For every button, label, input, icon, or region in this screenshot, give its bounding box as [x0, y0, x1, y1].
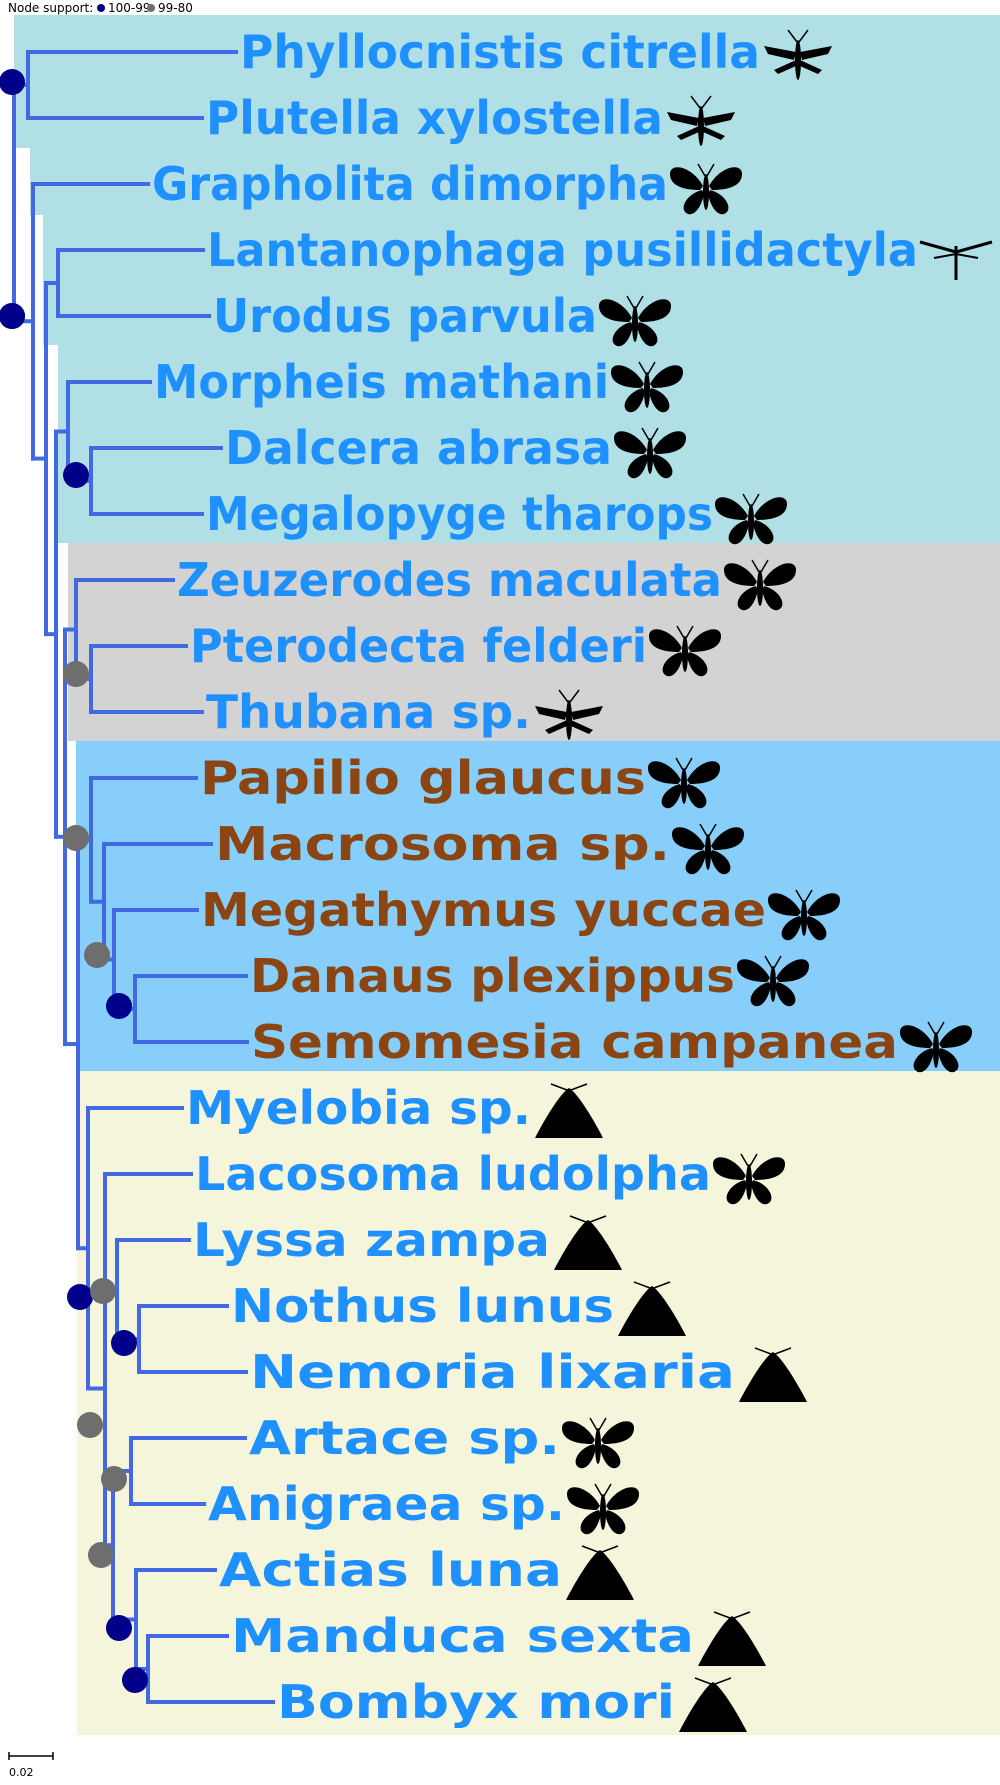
moth-icon	[670, 163, 742, 215]
clade-background-cyan	[14, 15, 1000, 543]
node-manduca-bombyx-support-marker	[122, 1667, 148, 1693]
moth-icon	[562, 1417, 634, 1469]
node-macroheterocera-support-marker	[67, 1284, 93, 1310]
moth-icon	[724, 559, 796, 611]
moth-resting-icon	[739, 1347, 807, 1402]
moth-resting-icon	[679, 1677, 747, 1732]
moth-resting-icon	[554, 1215, 622, 1270]
taxon-label: Thubana sp.	[206, 685, 531, 739]
taxon-label: Semomesia campanea	[251, 1015, 898, 1069]
legend-dot-strong	[97, 4, 105, 12]
moth-slender-icon	[535, 689, 603, 740]
taxon-label: Lantanophaga pusillidactyla	[207, 223, 918, 277]
scale-bar: 0.02	[8, 1752, 54, 1779]
butterfly-icon	[737, 955, 809, 1007]
taxon-label: Actias luna	[219, 1543, 562, 1597]
node-megathymus-danaus-semomesia-support-marker	[84, 942, 110, 968]
panel-notch	[14, 148, 30, 543]
taxon-label: Macrosoma sp.	[215, 817, 670, 871]
node-lantanophaga-urodus-support-marker	[0, 303, 25, 329]
moth-resting-icon	[535, 1083, 603, 1138]
taxon-label: Plutella xylostella	[206, 91, 663, 145]
moth-resting-icon	[698, 1611, 766, 1666]
node-dalcera-megalopyge-support-marker	[63, 462, 89, 488]
moth-icon	[715, 493, 787, 545]
taxon-label: Bombyx mori	[277, 1675, 675, 1729]
taxon-label: Lacosoma ludolpha	[195, 1147, 711, 1201]
moth-icon	[599, 295, 671, 347]
butterfly-icon	[648, 757, 720, 809]
taxon-label: Megalopyge tharops	[206, 487, 713, 541]
node-support-markers	[0, 69, 148, 1693]
taxon-label: Phyllocnistis citrella	[240, 25, 760, 79]
node-danaus-semomesia-support-marker	[106, 993, 132, 1019]
node-nothus-nemoria-support-marker	[111, 1330, 137, 1356]
taxon-label: Artace sp.	[249, 1411, 560, 1465]
node-artace-anigraea-support-marker	[101, 1466, 127, 1492]
butterfly-icon	[900, 1021, 972, 1073]
node-butterflies-support-marker	[63, 825, 89, 851]
node-phyllocnistis-plutella-support-marker	[0, 69, 25, 95]
taxon-label: Manduca sexta	[231, 1609, 694, 1663]
tree-branches	[12, 50, 275, 1704]
clade-background-lightblue	[76, 741, 1000, 1071]
taxon-label: Pterodecta felderi	[190, 619, 647, 673]
taxon-label: Danaus plexippus	[250, 949, 735, 1003]
taxon-label: Grapholita dimorpha	[152, 157, 668, 211]
taxon-label: Urodus parvula	[213, 289, 597, 343]
moth-slender-icon	[764, 29, 832, 80]
legend: Node support: 100-99 99-80	[8, 1, 193, 15]
butterfly-icon	[768, 889, 840, 941]
node-pterodecta-thubana-support-marker	[63, 661, 89, 687]
taxon-label: Morpheis mathani	[154, 355, 609, 409]
node-actias-manduca-bombyx-support-marker	[106, 1615, 132, 1641]
taxon-label: Megathymus yuccae	[201, 883, 766, 937]
taxon-label: Dalcera abrasa	[225, 421, 612, 475]
moth-icon	[649, 625, 721, 677]
taxon-label: Nemoria lixaria	[250, 1345, 735, 1399]
moth-icon	[567, 1483, 639, 1535]
node-lacosoma-group-support-marker	[90, 1278, 116, 1304]
plume-moth-icon	[919, 240, 993, 280]
taxon-label: Nothus lunus	[231, 1279, 614, 1333]
clade-background-gray	[68, 543, 1000, 741]
clade-background-beige	[77, 1071, 1000, 1735]
moth-icon	[614, 427, 686, 479]
moth-icon	[611, 361, 683, 413]
node-actias-group-support-marker	[88, 1542, 114, 1568]
node-bombycoid-group-support-marker	[77, 1412, 103, 1438]
taxon-label: Zeuzerodes maculata	[177, 553, 722, 607]
legend-title: Node support:	[8, 1, 93, 15]
taxon-labels: Phyllocnistis citrella Plutella xylostell…	[152, 25, 918, 1729]
legend-dot-moderate	[147, 4, 155, 12]
taxon-silhouettes	[535, 29, 993, 1732]
taxon-label: Lyssa zampa	[193, 1213, 550, 1267]
butterfly-icon	[672, 823, 744, 875]
moth-slender-icon	[667, 95, 735, 146]
taxon-label: Papilio glaucus	[200, 751, 646, 805]
legend-label-strong: 100-99	[108, 1, 151, 15]
moth-icon	[713, 1153, 785, 1205]
moth-resting-icon	[566, 1545, 634, 1600]
moth-resting-icon	[618, 1281, 686, 1336]
taxon-label: Myelobia sp.	[186, 1081, 531, 1135]
taxon-label: Anigraea sp.	[208, 1477, 565, 1531]
legend-label-moderate: 99-80	[158, 1, 193, 15]
scale-bar-label: 0.02	[9, 1766, 34, 1779]
